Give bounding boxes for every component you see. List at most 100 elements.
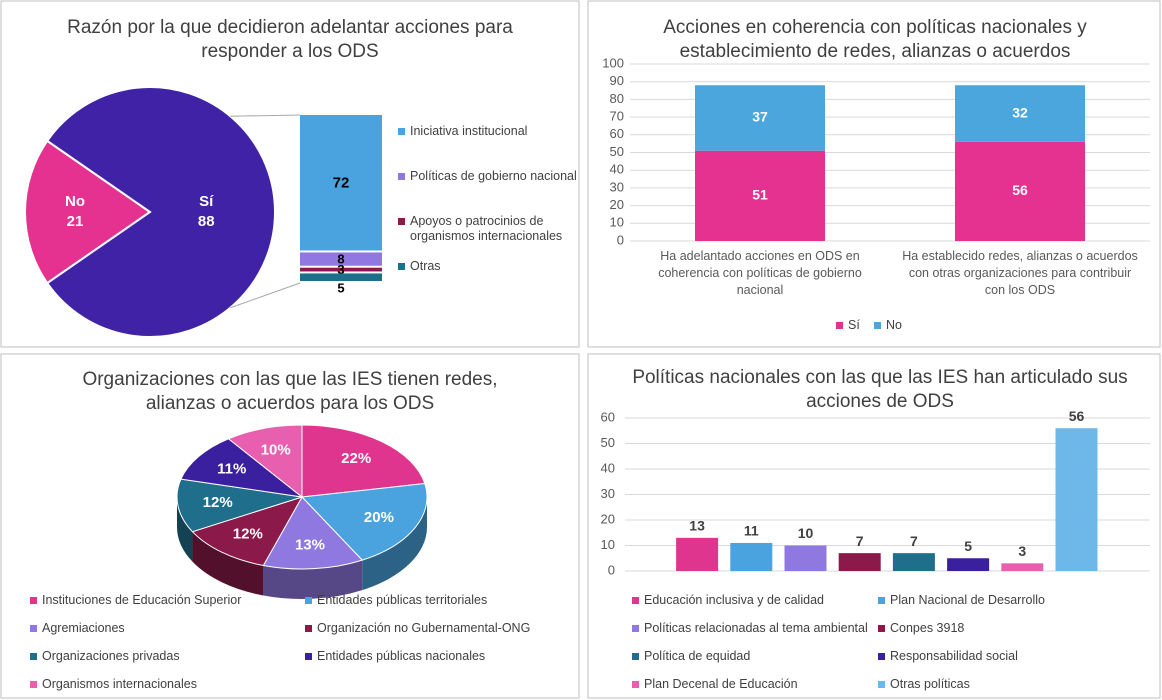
bar bbox=[838, 553, 881, 571]
data-label: 13 bbox=[689, 518, 705, 534]
y-tick-label: 60 bbox=[601, 409, 615, 424]
legend-swatch bbox=[305, 625, 312, 632]
chart-title: Razón por la que decidieron adelantar ac… bbox=[67, 17, 513, 62]
bar-segment bbox=[300, 273, 382, 281]
panel bbox=[587, 0, 1161, 348]
slice-category: Sí bbox=[199, 193, 214, 210]
y-tick-label: 10 bbox=[610, 215, 624, 230]
y-tick-label: 50 bbox=[610, 144, 624, 159]
x-tick-label: Ha adelantado acciones en ODS en coheren… bbox=[658, 249, 862, 297]
y-tick-label: 90 bbox=[610, 73, 624, 88]
pie-slice bbox=[227, 424, 303, 499]
legend-swatch bbox=[398, 173, 405, 180]
legend-swatch bbox=[632, 625, 639, 632]
legend-label: Organización no Gubernamental-ONG bbox=[317, 621, 531, 635]
legend-label: Otras bbox=[410, 259, 441, 273]
legend-swatch bbox=[398, 128, 405, 135]
legend-swatch bbox=[305, 653, 312, 660]
legend-label: Políticas de gobierno nacional bbox=[410, 169, 577, 183]
y-tick-label: 70 bbox=[610, 109, 624, 124]
x-tick-label: Ha establecido redes, alianzas o acuerdo… bbox=[902, 249, 1138, 297]
legend-swatch bbox=[878, 625, 885, 632]
chart-title: Organizaciones con las que las IES tiene… bbox=[82, 369, 498, 414]
bar-segment bbox=[955, 141, 1085, 241]
y-tick-label: 60 bbox=[610, 126, 624, 141]
data-label: 37 bbox=[752, 109, 768, 125]
data-label: 13% bbox=[295, 537, 325, 554]
data-label: 3 bbox=[337, 262, 344, 277]
data-label: 8 bbox=[337, 252, 344, 267]
legend-label: Educación inclusiva y de calidad bbox=[644, 593, 824, 607]
legend-label: Organismos internacionales bbox=[42, 677, 197, 691]
pie-slice bbox=[24, 139, 152, 285]
legend-label: Política de equidad bbox=[644, 649, 751, 663]
data-label: 72 bbox=[333, 175, 350, 192]
pie-slice bbox=[176, 478, 303, 533]
legend-swatch bbox=[878, 681, 885, 688]
slice-category: No bbox=[65, 193, 85, 210]
data-label: 3 bbox=[1018, 543, 1026, 559]
pie-slice bbox=[300, 482, 428, 561]
legend-swatch bbox=[878, 597, 885, 604]
pie-slice bbox=[191, 496, 304, 567]
legend-label: Instituciones de Educación Superior bbox=[42, 593, 242, 607]
y-tick-label: 80 bbox=[610, 91, 624, 106]
pie-slice bbox=[301, 424, 426, 498]
data-label: 56 bbox=[1012, 182, 1028, 198]
data-label: 11% bbox=[217, 460, 246, 477]
bar bbox=[784, 545, 827, 571]
legend-swatch bbox=[30, 681, 37, 688]
panel bbox=[0, 353, 580, 699]
data-label: 51 bbox=[752, 187, 768, 203]
y-tick-label: 0 bbox=[608, 562, 615, 577]
bar bbox=[1001, 563, 1044, 571]
bar bbox=[730, 542, 773, 571]
legend-label: Apoyos o patrocinios de organismos inter… bbox=[410, 214, 563, 243]
bar-segment bbox=[695, 85, 825, 151]
bar-segment bbox=[300, 252, 382, 266]
legend-label: Plan Nacional de Desarrollo bbox=[890, 593, 1045, 607]
legend-label: Iniciativa institucional bbox=[410, 124, 528, 138]
legend-swatch bbox=[632, 597, 639, 604]
connector bbox=[230, 114, 301, 117]
legend-label: No bbox=[886, 318, 902, 332]
bar-segment bbox=[300, 115, 382, 251]
legend-label: Entidades públicas territoriales bbox=[317, 593, 488, 607]
data-label: 10% bbox=[261, 441, 291, 458]
legend-label: Otras políticas bbox=[890, 677, 970, 691]
legend-swatch bbox=[836, 322, 843, 329]
pie-slice bbox=[180, 438, 304, 498]
data-label: 22% bbox=[341, 450, 371, 467]
bar bbox=[1055, 428, 1098, 571]
legend-label: Políticas relacionadas al tema ambiental bbox=[644, 621, 868, 635]
legend-label: Organizaciones privadas bbox=[42, 649, 180, 663]
slice-side bbox=[177, 497, 193, 562]
panel bbox=[0, 0, 580, 348]
slice-side bbox=[263, 560, 363, 599]
legend-swatch bbox=[632, 653, 639, 660]
legend-swatch bbox=[305, 597, 312, 604]
y-tick-label: 30 bbox=[601, 486, 615, 501]
slice-value: 21 bbox=[67, 213, 84, 230]
pie-slice bbox=[262, 496, 364, 570]
data-label: 5 bbox=[337, 280, 344, 295]
y-tick-label: 0 bbox=[617, 232, 624, 247]
bar-segment bbox=[300, 267, 382, 272]
legend-swatch bbox=[632, 681, 639, 688]
legend-label: Entidades públicas nacionales bbox=[317, 649, 486, 663]
legend-label: Agremiaciones bbox=[42, 621, 125, 635]
y-tick-label: 10 bbox=[601, 537, 615, 552]
slice-side bbox=[362, 497, 427, 591]
legend-swatch bbox=[30, 653, 37, 660]
y-tick-label: 30 bbox=[610, 179, 624, 194]
data-label: 12% bbox=[203, 494, 233, 511]
y-tick-label: 50 bbox=[601, 435, 615, 450]
data-label: 7 bbox=[856, 533, 864, 549]
connector bbox=[230, 282, 301, 309]
data-label: 12% bbox=[233, 526, 263, 543]
legend-swatch bbox=[874, 322, 881, 329]
panel bbox=[587, 353, 1161, 699]
bar-segment bbox=[955, 85, 1085, 142]
